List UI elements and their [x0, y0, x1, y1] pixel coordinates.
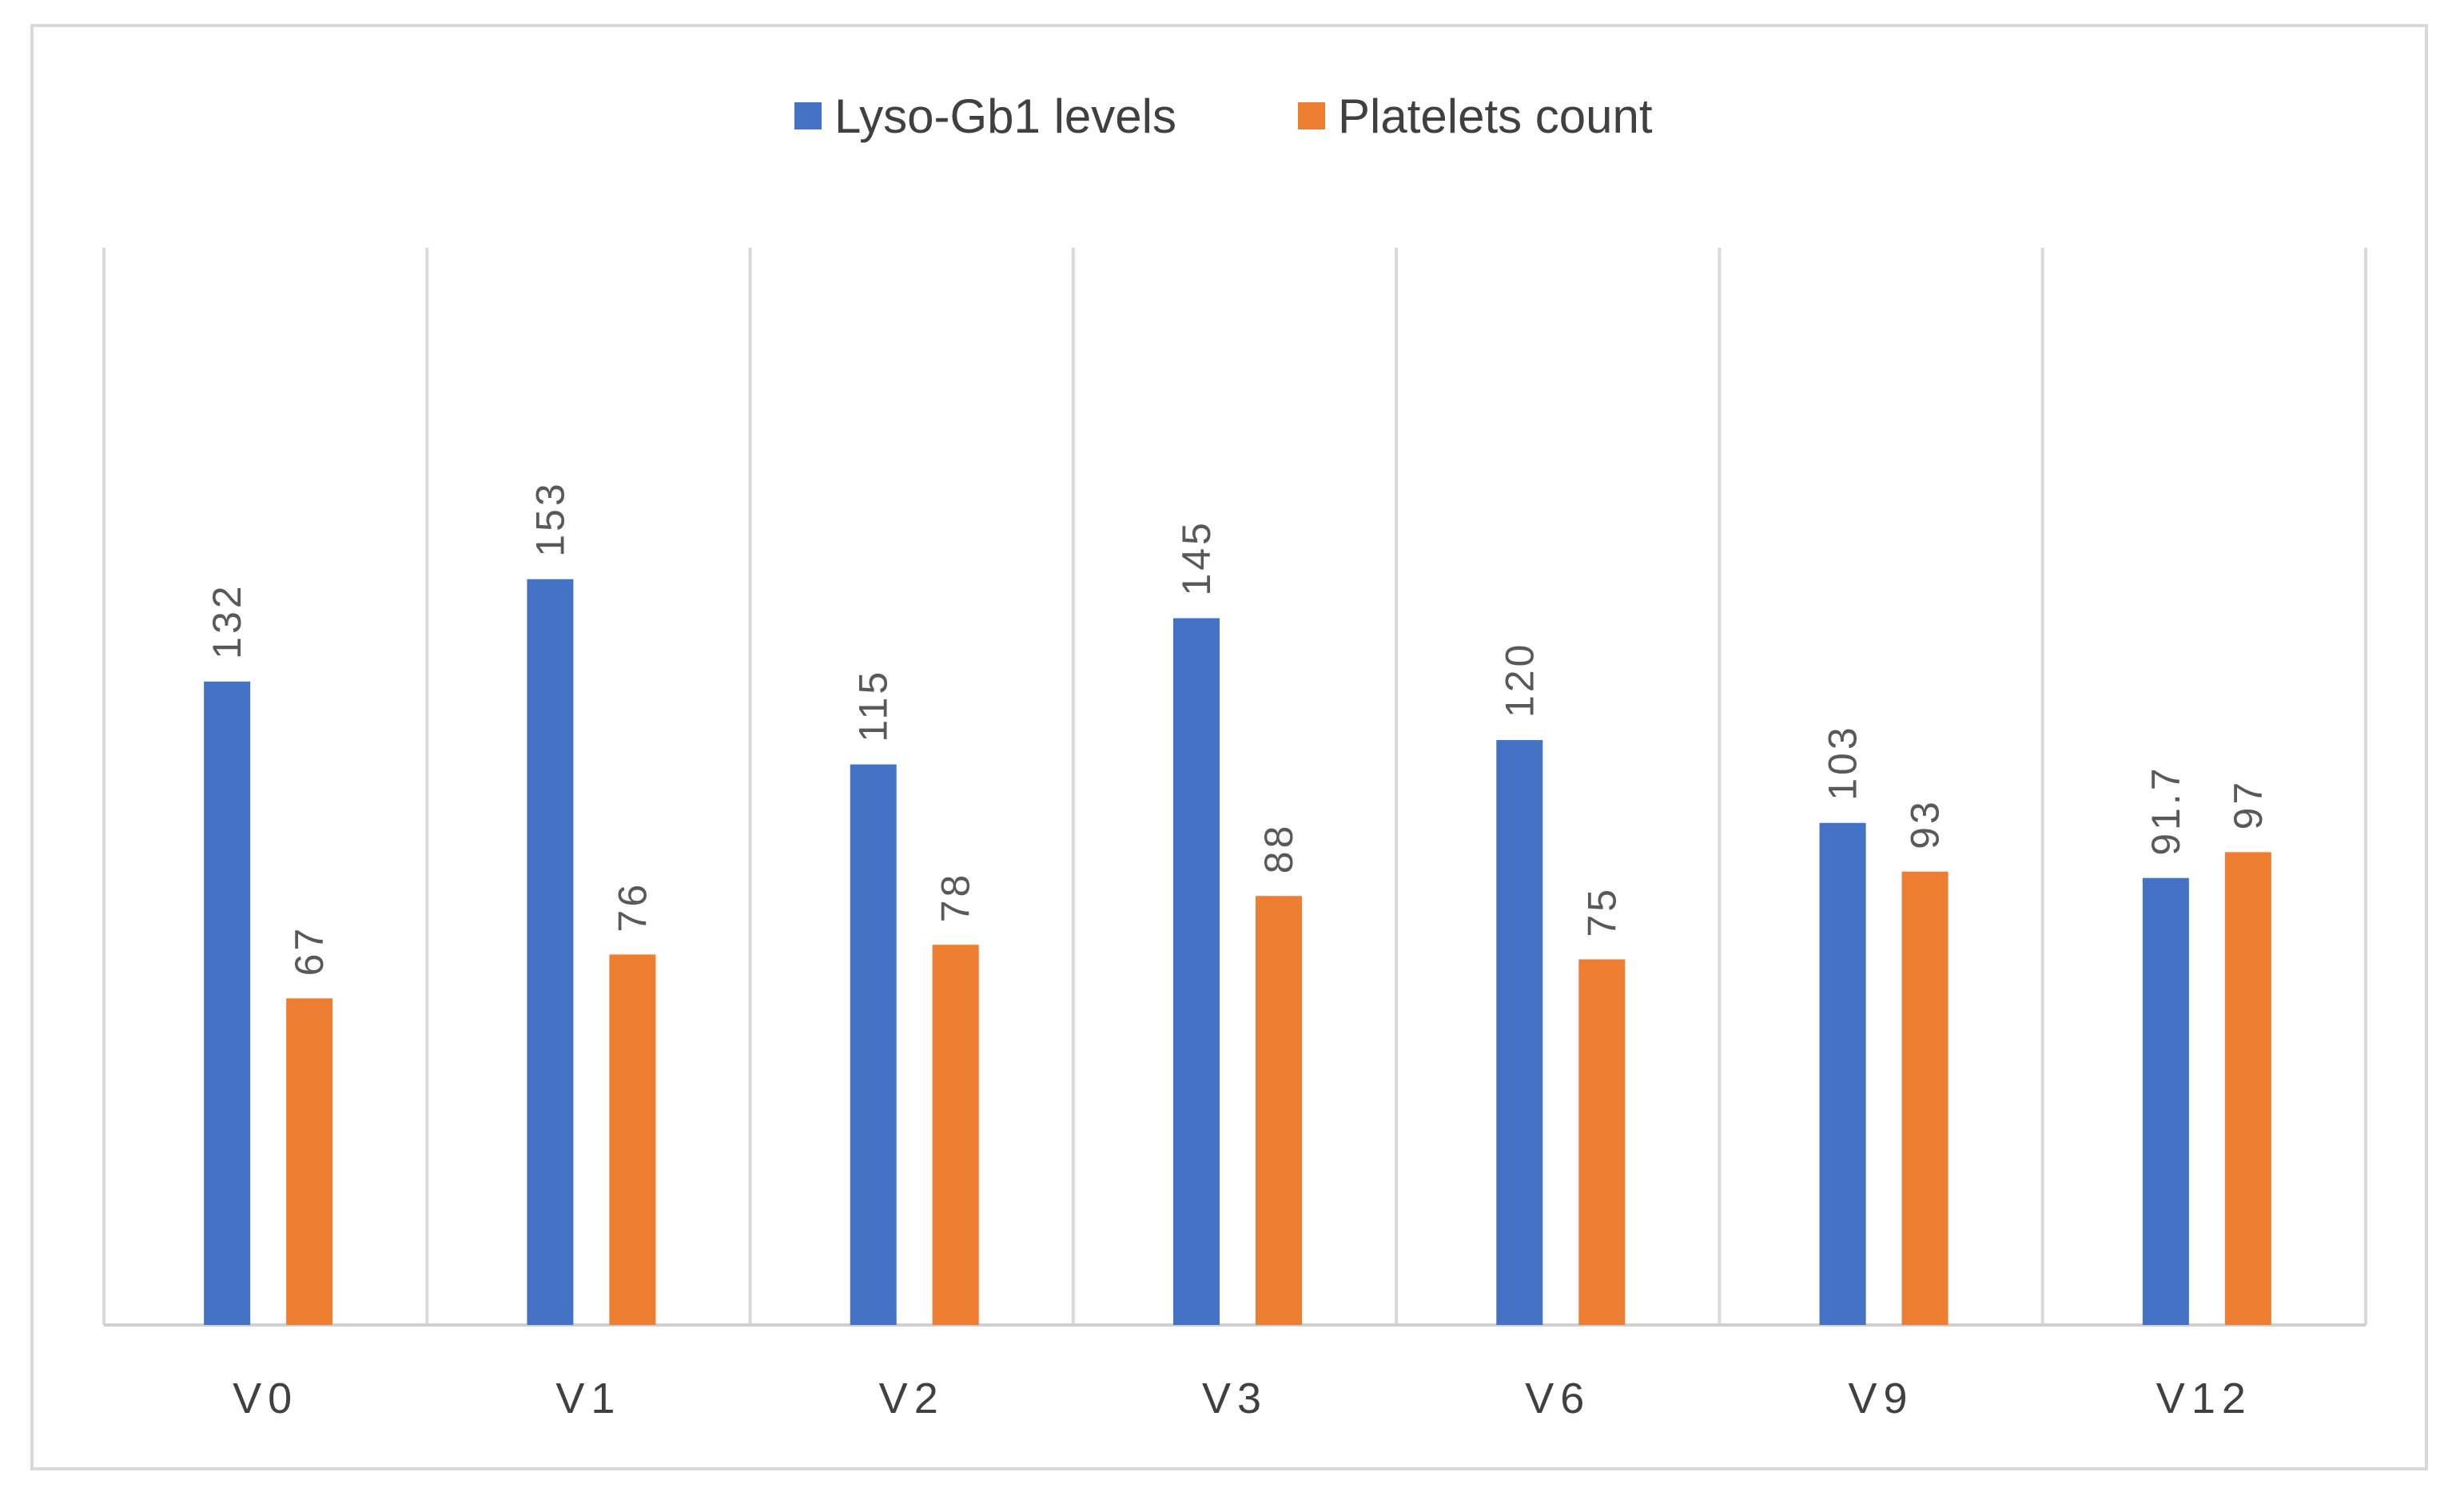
- bar-lyso-gb1-v2: [850, 764, 897, 1325]
- bar-platelets-v9: [1901, 871, 1949, 1325]
- data-label-lyso-gb1-v3: 145: [1174, 519, 1219, 595]
- grid-lines: [102, 248, 2367, 1327]
- bar-lyso-gb1-v6: [1496, 740, 1543, 1325]
- data-label-lyso-gb1-v0: 132: [205, 583, 249, 658]
- bar-platelets-v6: [1578, 959, 1626, 1325]
- data-label-lyso-gb1-v9: 103: [1821, 724, 1865, 800]
- legend-label-platelets: Platelets count: [1338, 90, 1653, 143]
- legend-label-lyso-gb1: Lyso-Gb1 levels: [834, 90, 1176, 143]
- data-label-platelets-v1: 76: [610, 881, 655, 933]
- x-tick-v3: V3: [1202, 1375, 1268, 1422]
- x-tick-v6: V6: [1525, 1375, 1590, 1422]
- bar-lyso-gb1-v1: [527, 579, 574, 1325]
- data-label-lyso-gb1-v6: 120: [1497, 642, 1542, 718]
- legend-swatch-platelets: [1298, 102, 1325, 129]
- data-label-platelets-v12: 97: [2226, 779, 2271, 830]
- x-tick-v2: V2: [879, 1375, 945, 1422]
- data-label-platelets-v6: 75: [1579, 886, 1624, 937]
- bar-lyso-gb1-v3: [1173, 618, 1220, 1325]
- data-label-lyso-gb1-v1: 153: [527, 480, 572, 556]
- data-label-platelets-v2: 78: [933, 872, 978, 923]
- x-tick-v9: V9: [1849, 1375, 1914, 1422]
- bar-platelets-v1: [609, 954, 656, 1325]
- bar-platelets-v2: [932, 945, 979, 1325]
- data-label-lyso-gb1-v12: 91.7: [2144, 765, 2188, 855]
- data-label-platelets-v0: 67: [287, 925, 332, 977]
- x-tick-v12: V12: [2156, 1375, 2252, 1422]
- x-tick-v0: V0: [233, 1375, 298, 1422]
- bar-platelets-v3: [1256, 896, 1302, 1325]
- data-labels: 132 67 153 76 115 78 145 88 120 75 103 93 91.7 97: [205, 480, 2271, 976]
- bars: [204, 579, 2271, 1325]
- legend-swatch-lyso-gb1: [794, 102, 822, 129]
- legend: Lyso-Gb1 levels Platelets count: [794, 90, 1653, 143]
- data-label-platelets-v3: 88: [1256, 823, 1301, 874]
- x-axis-ticks: V0 V1 V2 V3 V6 V9 V12: [233, 1375, 2252, 1422]
- chart-frame: [30, 24, 2428, 1470]
- bar-platelets-v0: [286, 998, 333, 1325]
- bar-lyso-gb1-v0: [204, 681, 251, 1325]
- bar-platelets-v12: [2224, 852, 2271, 1325]
- x-tick-v1: V1: [555, 1375, 621, 1422]
- bar-lyso-gb1-v12: [2142, 877, 2189, 1325]
- data-label-platelets-v9: 93: [1903, 798, 1948, 849]
- bar-lyso-gb1-v9: [1819, 822, 1866, 1325]
- data-label-lyso-gb1-v2: 115: [851, 669, 896, 742]
